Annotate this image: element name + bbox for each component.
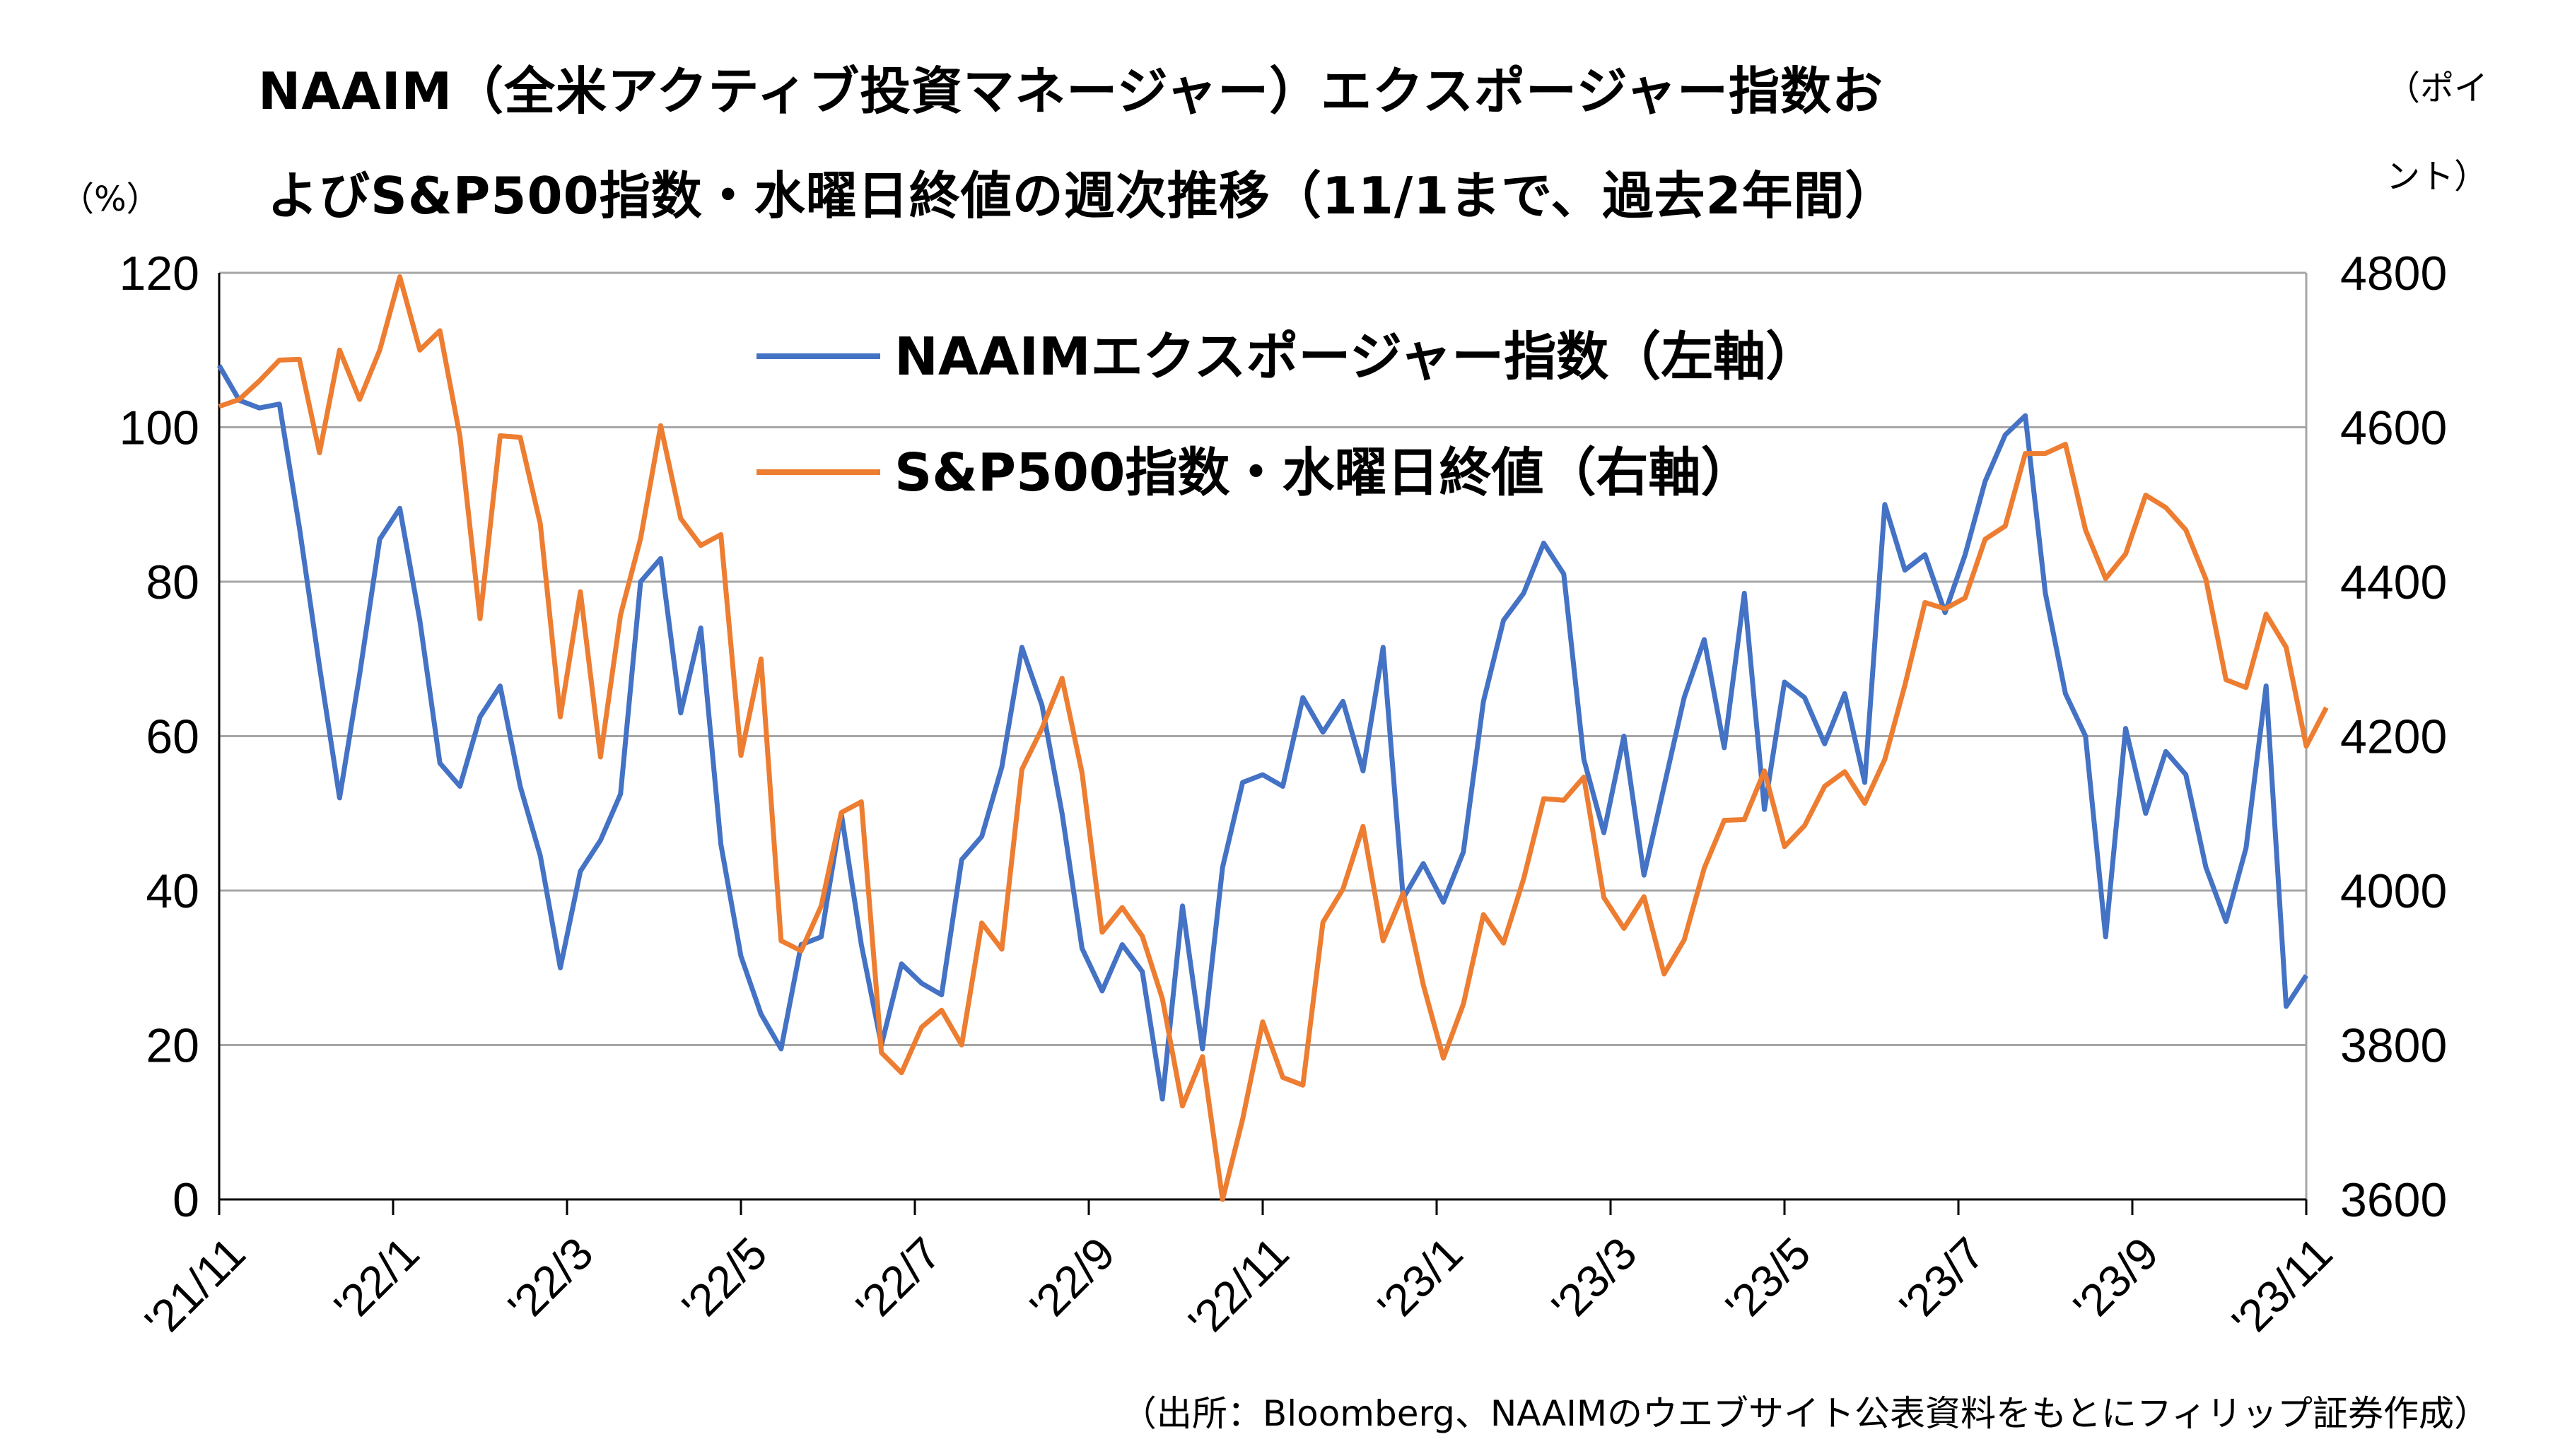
grid-layer	[219, 271, 2308, 1201]
y-right-tick-label: 3600	[2340, 1173, 2447, 1227]
x-tick-label: '22/1	[325, 1228, 429, 1332]
legend-label-2: S&P500指数・水曜日終値（右軸）	[894, 442, 1753, 503]
y-left-tick-label: 100	[119, 401, 199, 455]
source-note: （出所：Bloomberg、NAAIMのウエブサイト公表資料をもとにフィリップ証…	[1121, 1393, 2489, 1434]
y-left-tick-label: 0	[173, 1173, 199, 1227]
x-tick-label: '23/1	[1368, 1228, 1473, 1332]
x-tick-label: '22/3	[498, 1228, 603, 1332]
x-tick-label: '22/11	[1179, 1228, 1298, 1347]
series-line-1	[216, 364, 2308, 1102]
legend: NAAIMエクスポージャー指数（左軸） S&P500指数・水曜日終値（右軸）	[756, 327, 1818, 503]
series-layer	[216, 274, 2329, 1202]
x-tick-label: '23/5	[1716, 1228, 1821, 1332]
y-right-tick-label: 4200	[2340, 710, 2447, 764]
y-left-tick-label: 120	[119, 247, 199, 300]
right-axis-unit-line-1: （ポイ	[2386, 69, 2489, 108]
y-left-tick-label: 80	[146, 556, 199, 609]
x-tick-label: '23/9	[2064, 1228, 2168, 1332]
x-tick-label: '22/7	[846, 1228, 951, 1332]
chart-title-line-1: NAAIM（全米アクティブ投資マネージャー）エクスポージャー指数お	[258, 61, 1883, 121]
y-left-tick-label: 20	[146, 1019, 199, 1073]
left-axis-unit: （%）	[60, 180, 160, 219]
y-left-tick-label: 40	[146, 864, 199, 918]
y-right-tick-label: 4600	[2340, 401, 2447, 455]
y-right-tick-label: 4800	[2340, 247, 2447, 300]
y-right-tick-label: 4400	[2340, 556, 2447, 609]
chart-title-line-2: よびS&P500指数・水曜日終値の週次推移（11/1まで、過去2年間）	[267, 166, 1897, 225]
right-axis-unit-line-2: ント）	[2386, 157, 2489, 196]
x-tick-label: '22/5	[672, 1228, 777, 1332]
y-left-tick-label: 60	[146, 710, 199, 764]
x-tick-label: '23/11	[2222, 1228, 2342, 1347]
y-right-tick-label: 4000	[2340, 864, 2447, 918]
x-tick-label: '22/9	[1020, 1228, 1125, 1332]
x-tick-label: '21/11	[135, 1228, 255, 1347]
series-line-2	[218, 274, 2329, 1202]
x-tick-label: '23/7	[1890, 1228, 1994, 1332]
y-right-tick-label: 3800	[2340, 1019, 2447, 1073]
legend-label-1: NAAIMエクスポージャー指数（左軸）	[894, 327, 1818, 387]
axis-layer: 0 3600 20 3800 40 4000 60 4200 80 4400 100 4600 120 4…	[119, 247, 2448, 1347]
x-tick-label: '23/3	[1542, 1228, 1647, 1332]
